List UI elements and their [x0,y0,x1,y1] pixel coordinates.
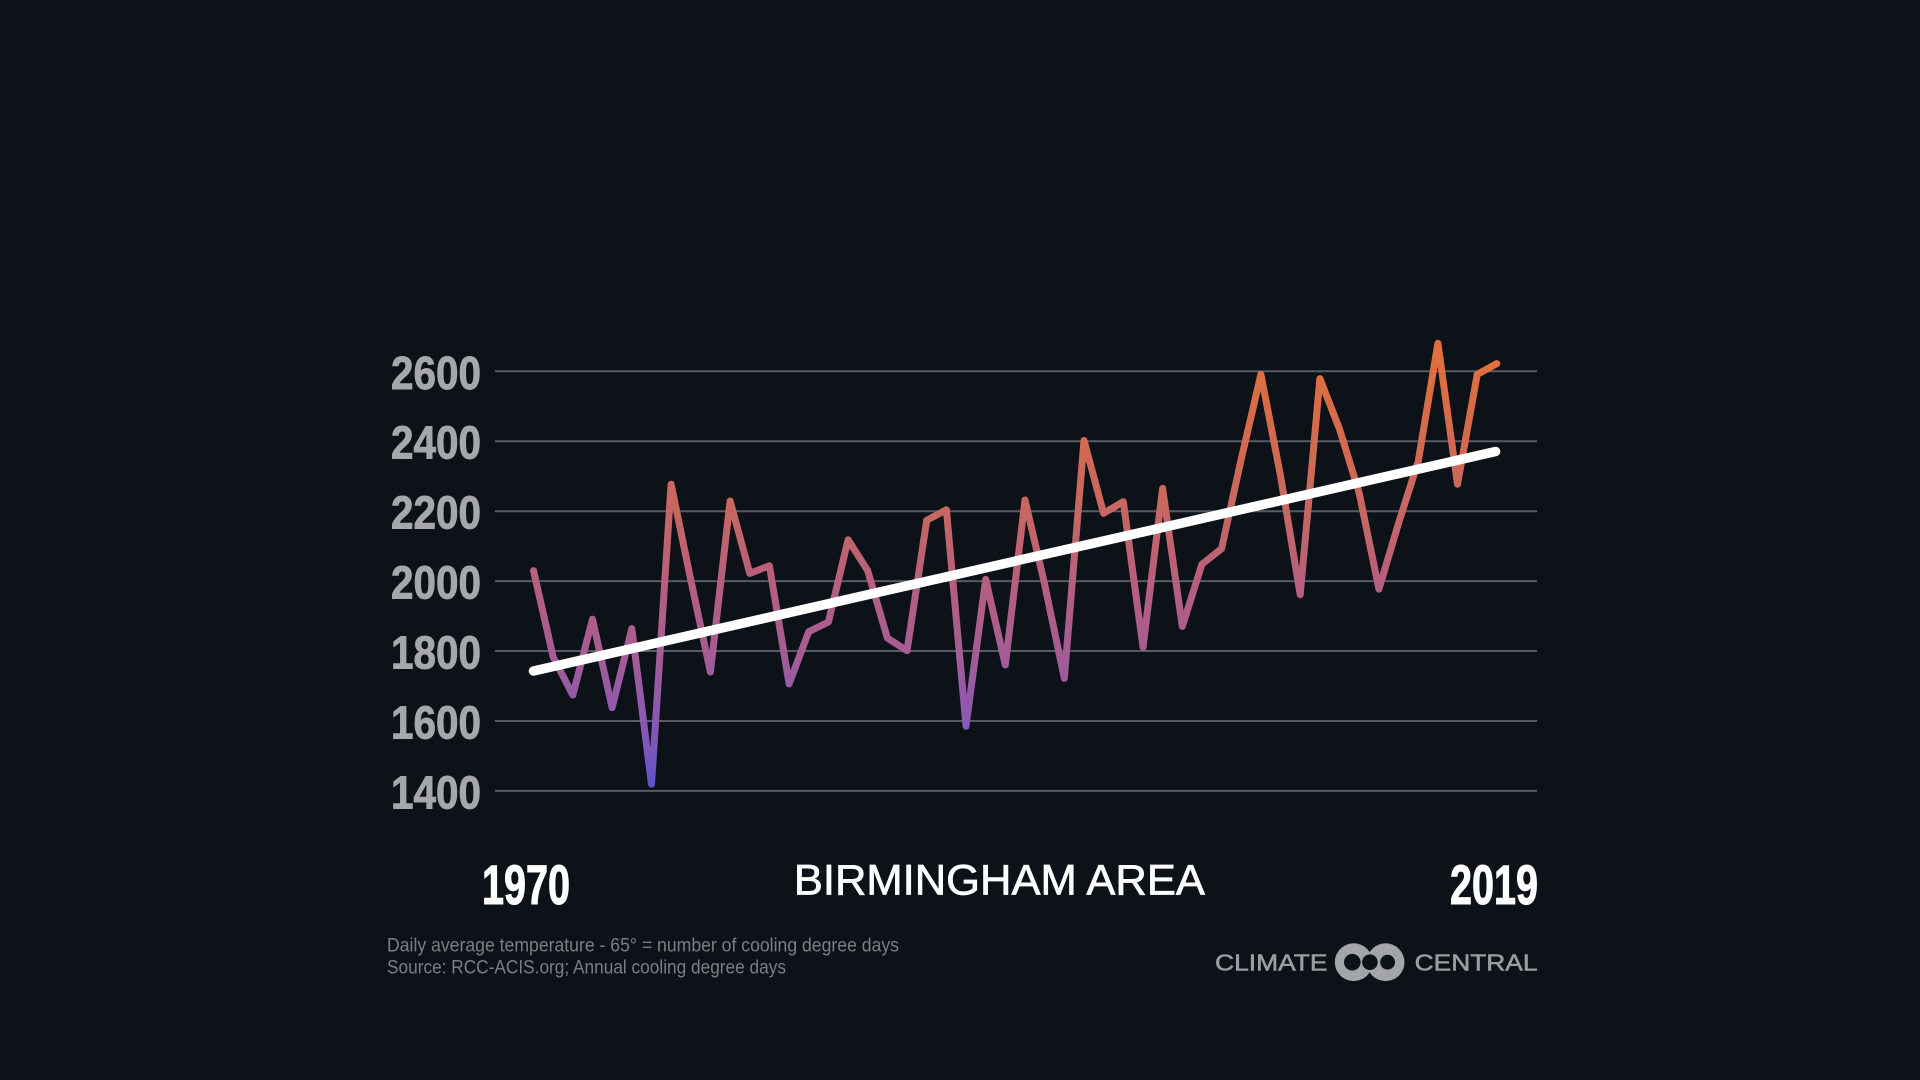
svg-text:CLIMATE: CLIMATE [1215,949,1328,975]
svg-text:1800: 1800 [391,627,481,679]
svg-text:Daily average temperature - 65: Daily average temperature - 65° = number… [387,935,899,957]
svg-text:2600: 2600 [391,347,481,399]
svg-text:1400: 1400 [391,766,481,818]
svg-text:2019: 2019 [1450,854,1538,916]
svg-text:2200: 2200 [391,487,481,539]
svg-text:1600: 1600 [391,697,481,749]
svg-text:BIRMINGHAM AREA: BIRMINGHAM AREA [794,856,1205,904]
svg-text:CENTRAL: CENTRAL [1415,949,1538,975]
svg-text:1970: 1970 [482,854,570,916]
svg-text:Source: RCC-ACIS.org; Annual c: Source: RCC-ACIS.org; Annual cooling deg… [387,957,786,979]
svg-text:2400: 2400 [391,417,481,469]
svg-text:2000: 2000 [391,557,481,609]
